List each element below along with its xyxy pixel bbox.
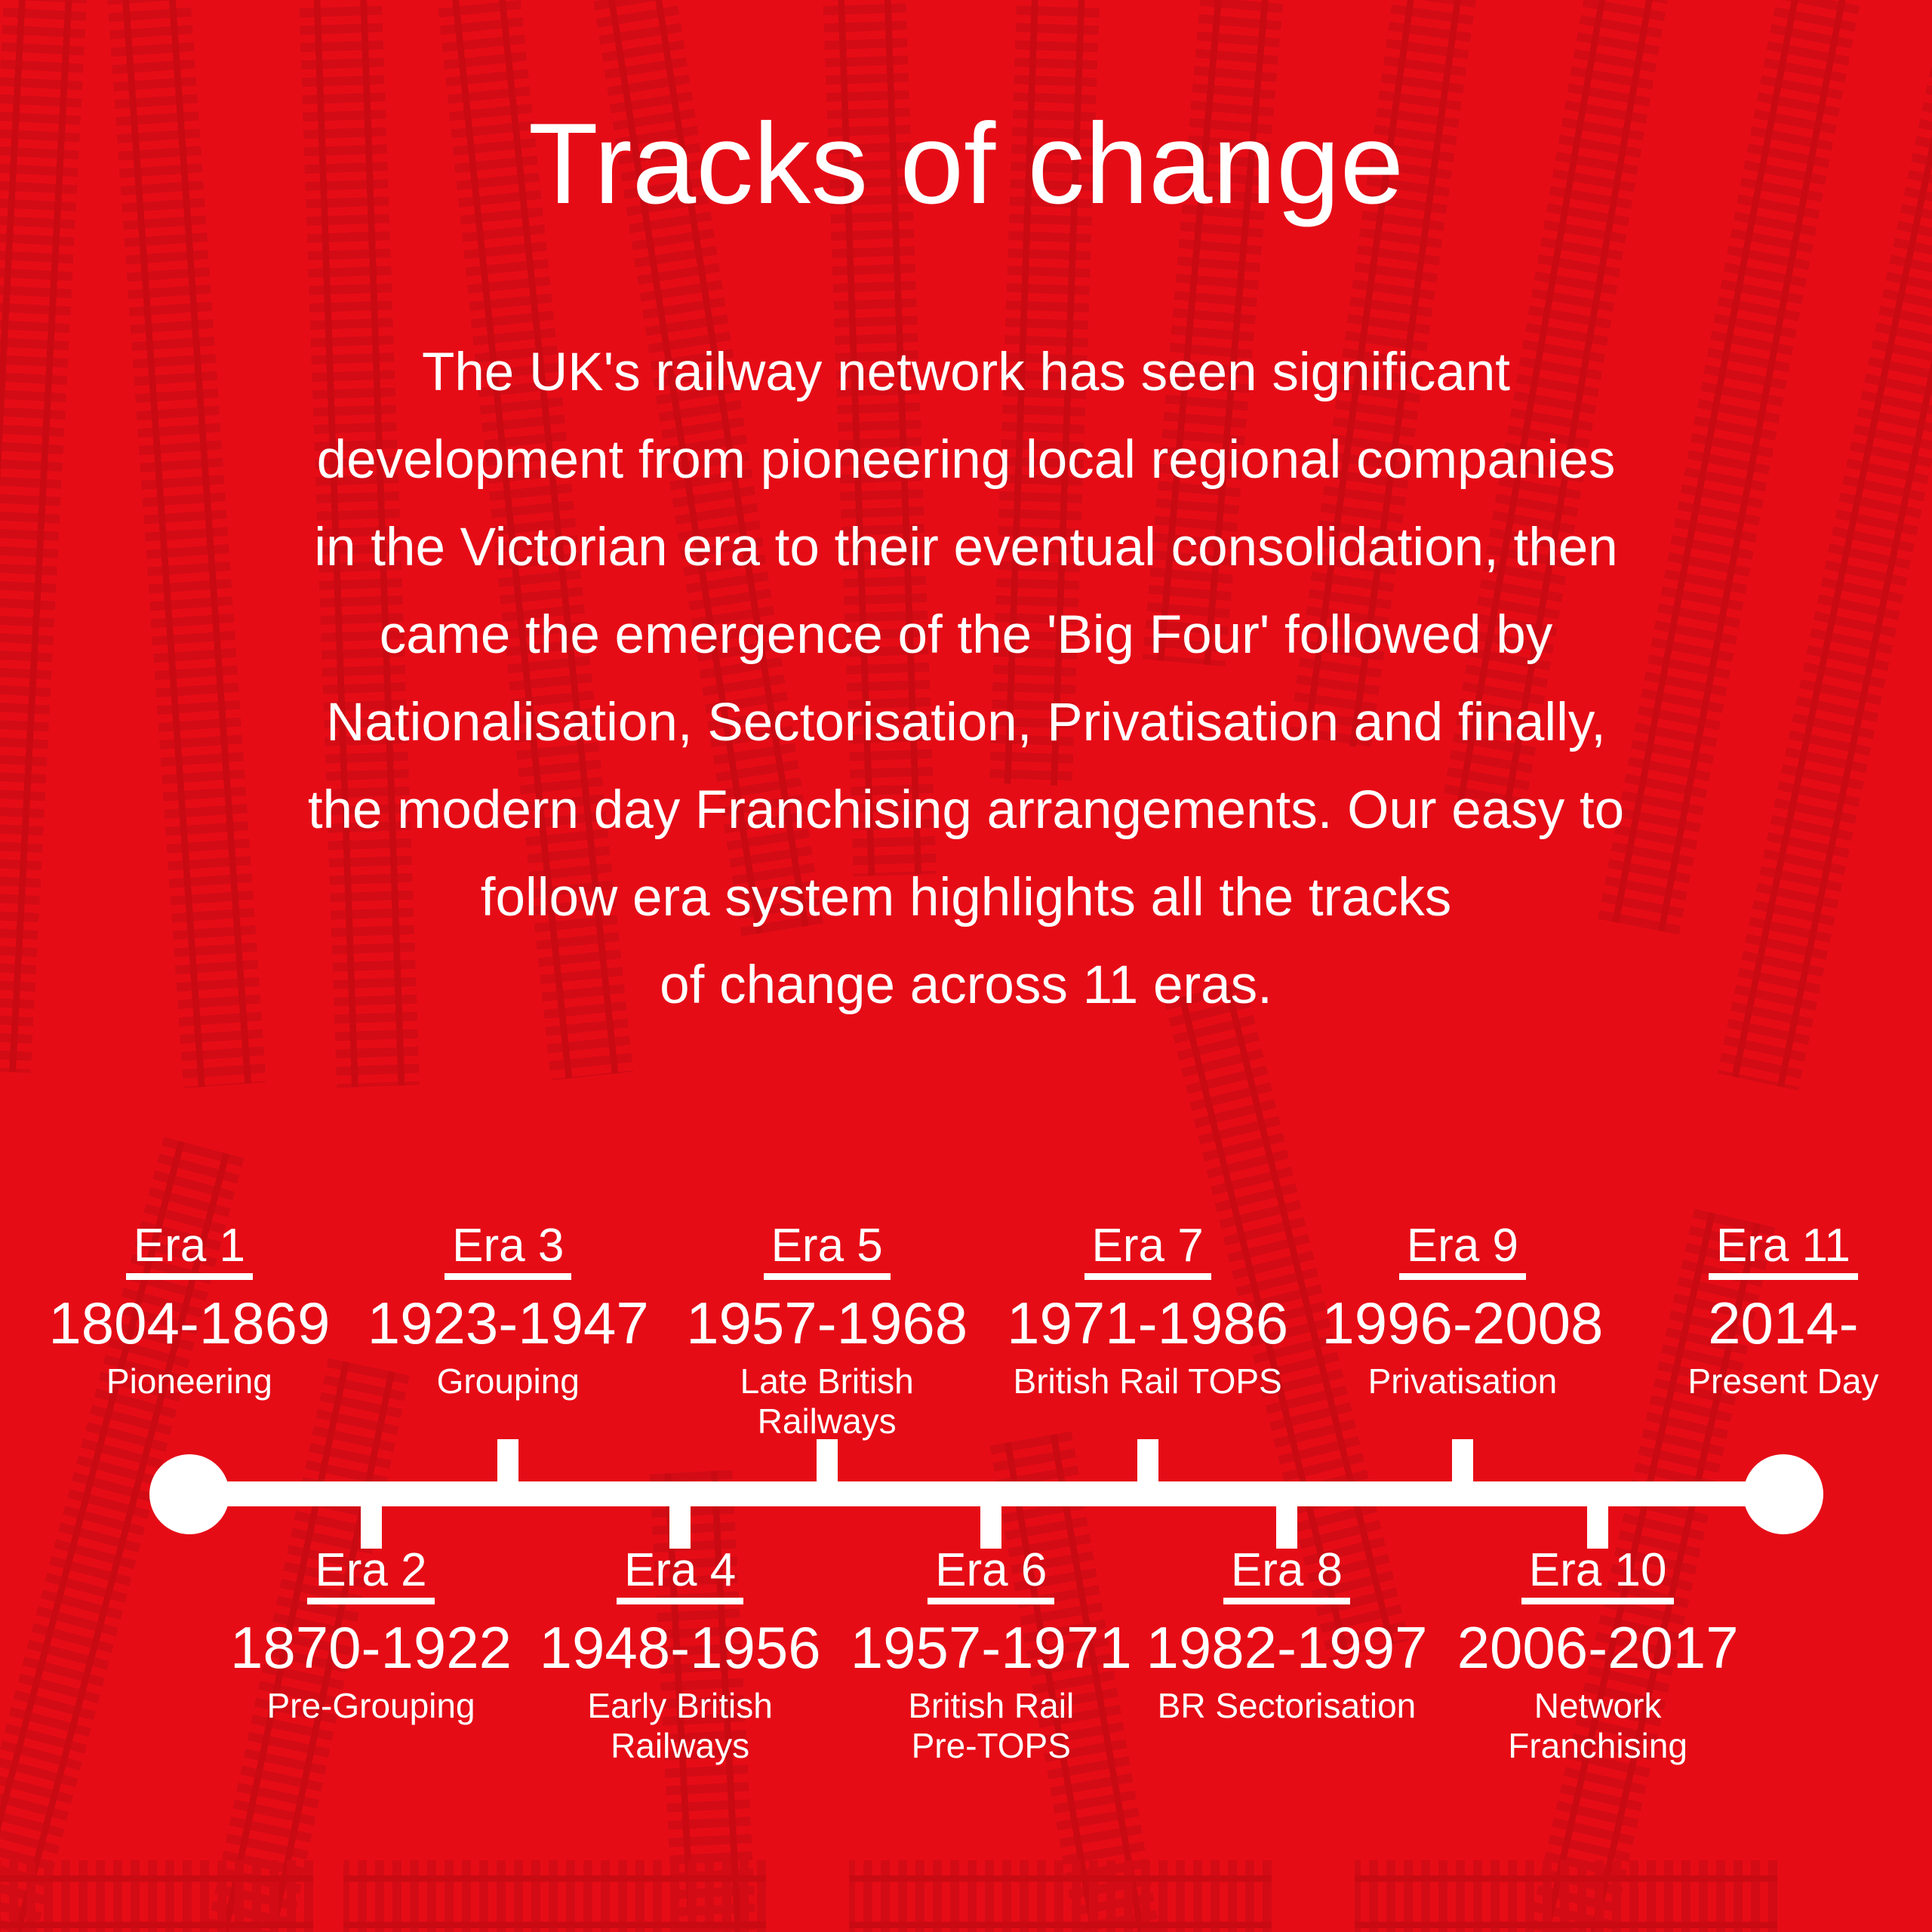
era-label-text: Era 9 [1398, 1223, 1526, 1280]
era-label-text: Era 8 [1223, 1547, 1351, 1604]
era-column: Era 8 1982-1997 BR Sectorisation [1106, 1547, 1468, 1726]
era-name: Grouping [436, 1361, 580, 1401]
era-label-text: Era 6 [928, 1547, 1055, 1604]
era-label: Era 1 [8, 1223, 371, 1280]
era-name: Pre-Grouping [266, 1686, 475, 1725]
era-column: Era 5 1957-1968 Late British Railways [646, 1223, 1008, 1441]
timeline-bar [189, 1481, 1783, 1506]
era-label-text: Era 3 [445, 1223, 572, 1280]
era-column: Era 9 1996-2008 Privatisation [1281, 1223, 1644, 1401]
era-label-text: Era 7 [1084, 1223, 1211, 1280]
timeline-endpoint-left [149, 1454, 229, 1534]
era-years: 1982-1997 [1146, 1614, 1428, 1681]
era-label-text: Era 5 [763, 1223, 891, 1280]
era-column: Era 6 1957-1971 British Rail Pre-TOPS [810, 1547, 1172, 1766]
timeline-tick [669, 1506, 691, 1549]
era-label: Era 10 [1417, 1547, 1779, 1604]
era-years: 2006-2017 [1457, 1614, 1739, 1681]
era-column: Era 4 1948-1956 Early British Railways [499, 1547, 861, 1766]
era-label-text: Era 2 [307, 1547, 435, 1604]
era-name: Network Franchising [1508, 1686, 1687, 1765]
era-name: British Rail TOPS [1013, 1361, 1282, 1401]
timeline-tick [816, 1439, 838, 1482]
era-name: BR Sectorisation [1157, 1686, 1417, 1725]
era-label: Era 11 [1602, 1223, 1932, 1280]
era-years: 1957-1968 [686, 1290, 968, 1356]
era-label: Era 6 [810, 1547, 1172, 1604]
era-column: Era 3 1923-1947 Grouping [327, 1223, 689, 1401]
era-name: Present Day [1687, 1361, 1879, 1401]
poster-title: Tracks of change [528, 100, 1404, 228]
era-years: 1957-1971 [850, 1614, 1132, 1681]
era-name: Pioneering [106, 1361, 272, 1401]
era-years: 1948-1956 [539, 1614, 821, 1681]
timeline-tick [1451, 1439, 1473, 1482]
era-column: Era 10 2006-2017 Network Franchising [1417, 1547, 1779, 1766]
era-years: 1996-2008 [1321, 1290, 1604, 1356]
era-name: Early British Railways [587, 1686, 773, 1765]
timeline-tick [1137, 1439, 1158, 1482]
timeline-tick [497, 1439, 519, 1482]
timeline-endpoint-right [1743, 1454, 1823, 1534]
era-label: Era 3 [327, 1223, 689, 1280]
era-column: Era 1 1804-1869 Pioneering [8, 1223, 371, 1401]
era-column: Era 2 1870-1922 Pre-Grouping [190, 1547, 552, 1726]
era-years: 1971-1986 [1007, 1290, 1289, 1356]
era-label-text: Era 10 [1521, 1547, 1675, 1604]
timeline-tick [1275, 1506, 1297, 1549]
era-label-text: Era 1 [125, 1223, 253, 1280]
era-label: Era 5 [646, 1223, 1008, 1280]
era-label-text: Era 4 [617, 1547, 744, 1604]
era-column: Era 7 1971-1986 British Rail TOPS [967, 1223, 1329, 1401]
intro-text: The UK's railway network has seen signif… [307, 343, 1625, 1015]
era-label: Era 4 [499, 1547, 861, 1604]
era-label: Era 7 [967, 1223, 1329, 1280]
timeline-tick [980, 1506, 1002, 1549]
era-name: Late British Railways [740, 1361, 914, 1441]
era-years: 1923-1947 [367, 1290, 649, 1356]
era-years: 2014- [1708, 1290, 1859, 1356]
era-label-text: Era 11 [1708, 1223, 1858, 1280]
era-column: Era 11 2014- Present Day [1602, 1223, 1932, 1401]
era-name: Privatisation [1367, 1361, 1558, 1401]
era-name: British Rail Pre-TOPS [908, 1686, 1075, 1765]
timeline-tick [360, 1506, 382, 1549]
era-label: Era 9 [1281, 1223, 1644, 1280]
era-label: Era 8 [1106, 1547, 1468, 1604]
era-years: 1870-1922 [230, 1614, 512, 1681]
era-label: Era 2 [190, 1547, 552, 1604]
timeline-tick [1587, 1506, 1609, 1549]
era-years: 1804-1869 [48, 1290, 331, 1356]
